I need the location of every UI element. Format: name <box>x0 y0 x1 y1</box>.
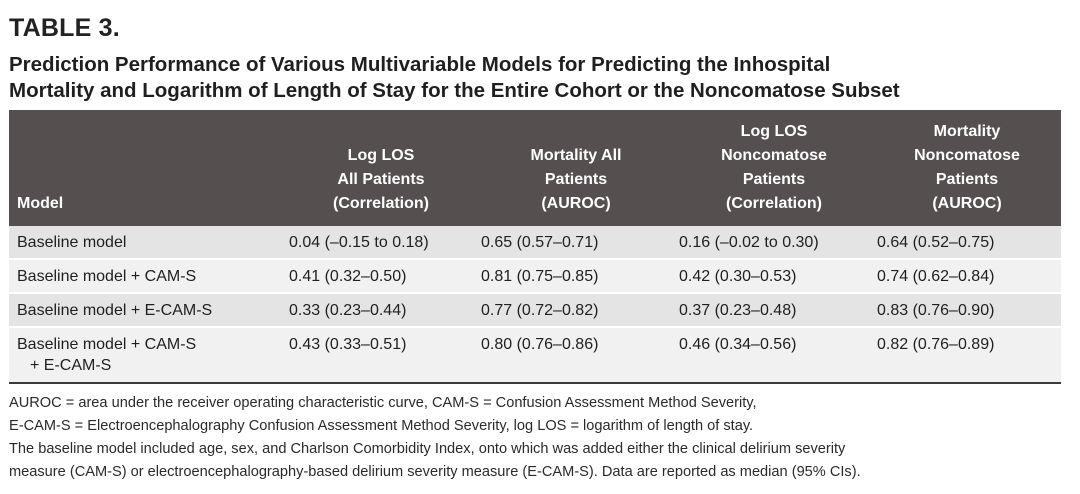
model-line-continuation: + E-CAM-S <box>30 357 112 374</box>
cell-mortality-noncomatose: 0.82 (0.76–0.89) <box>877 336 995 353</box>
cell-mortality-all: 0.80 (0.76–0.86) <box>481 336 599 353</box>
cell-mortality-all: 0.81 (0.75–0.85) <box>481 268 599 285</box>
header-line: Log LOS <box>347 147 415 164</box>
header-log-los-noncomatose: Log LOS Noncomatose Patients (Correlatio… <box>675 110 873 226</box>
cell-mortality-noncomatose: 0.83 (0.76–0.90) <box>877 302 995 319</box>
results-table: Model Log LOS All Patients (Correlation)… <box>9 110 1061 384</box>
cell-log-los-all: 0.41 (0.32–0.50) <box>289 268 407 285</box>
table-title: Prediction Performance of Various Multiv… <box>9 52 1061 104</box>
header-line: Mortality <box>933 123 1001 140</box>
cell-mortality-all: 0.77 (0.72–0.82) <box>481 302 599 319</box>
header-mortality-noncomatose: Mortality Noncomatose Patients (AUROC) <box>873 110 1061 226</box>
table-row: Baseline model + E-CAM-S 0.33 (0.23–0.44… <box>9 293 1061 327</box>
header-line: All Patients <box>337 171 425 188</box>
table-figure: TABLE 3. Prediction Performance of Vario… <box>9 14 1061 484</box>
header-line: (Correlation) <box>333 195 429 212</box>
table-footnotes: AUROC = area under the receiver operatin… <box>9 392 1061 484</box>
table-label: TABLE 3. <box>9 14 120 42</box>
cell-log-los-noncomatose: 0.46 (0.34–0.56) <box>679 336 797 353</box>
table-header: Model Log LOS All Patients (Correlation)… <box>9 110 1061 226</box>
table-title-line-1: Prediction Performance of Various Multiv… <box>9 53 831 76</box>
header-line: Noncomatose <box>914 147 1020 164</box>
cell-log-los-all: 0.33 (0.23–0.44) <box>289 302 407 319</box>
header-line: Patients <box>544 171 608 188</box>
header-line: Mortality All <box>530 147 622 164</box>
header-line: Patients <box>742 171 806 188</box>
table-row: Baseline model + CAM-S 0.41 (0.32–0.50) … <box>9 259 1061 293</box>
model-line: Baseline model <box>17 234 127 251</box>
footnote-line: AUROC = area under the receiver operatin… <box>9 395 757 411</box>
header-mortality-all: Mortality All Patients (AUROC) <box>477 110 675 226</box>
model-line: Baseline model + CAM-S <box>17 268 197 285</box>
table-bottom-rule <box>9 382 1061 384</box>
model-line: Baseline model + CAM-S <box>17 336 197 353</box>
cell-log-los-all: 0.43 (0.33–0.51) <box>289 336 407 353</box>
table-body: Baseline model 0.04 (–0.15 to 0.18) 0.65… <box>9 226 1061 383</box>
header-log-los-all: Log LOS All Patients (Correlation) <box>285 110 477 226</box>
table-row: Baseline model 0.04 (–0.15 to 0.18) 0.65… <box>9 226 1061 259</box>
cell-log-los-noncomatose: 0.16 (–0.02 to 0.30) <box>679 234 819 251</box>
cell-model: Baseline model <box>9 226 285 259</box>
footnote-line: measure (CAM-S) or electroencephalograph… <box>9 464 861 480</box>
model-line: Baseline model + E-CAM-S <box>17 302 213 319</box>
cell-model: Baseline model + CAM-S + E-CAM-S <box>9 327 285 383</box>
header-line: (AUROC) <box>541 195 611 212</box>
footnote-line: The baseline model included age, sex, an… <box>9 441 846 457</box>
header-line: Patients <box>935 171 999 188</box>
cell-log-los-all: 0.04 (–0.15 to 0.18) <box>289 234 429 251</box>
header-line: Noncomatose <box>721 147 827 164</box>
header-model: Model <box>9 110 285 226</box>
footnote-line: E-CAM-S = Electroencephalography Confusi… <box>9 418 754 434</box>
cell-mortality-noncomatose: 0.74 (0.62–0.84) <box>877 268 995 285</box>
cell-log-los-noncomatose: 0.42 (0.30–0.53) <box>679 268 797 285</box>
cell-log-los-noncomatose: 0.37 (0.23–0.48) <box>679 302 797 319</box>
table-title-line-2: Mortality and Logarithm of Length of Sta… <box>9 79 900 102</box>
cell-mortality-all: 0.65 (0.57–0.71) <box>481 234 599 251</box>
table-row: Baseline model + CAM-S + E-CAM-S 0.43 (0… <box>9 327 1061 383</box>
cell-mortality-noncomatose: 0.64 (0.52–0.75) <box>877 234 995 251</box>
header-model-line: Model <box>17 195 64 212</box>
cell-model: Baseline model + CAM-S <box>9 259 285 293</box>
header-line: Log LOS <box>740 123 808 140</box>
cell-model: Baseline model + E-CAM-S <box>9 293 285 327</box>
header-row: Model Log LOS All Patients (Correlation)… <box>9 110 1061 226</box>
header-line: (Correlation) <box>726 195 822 212</box>
header-line: (AUROC) <box>932 195 1002 212</box>
